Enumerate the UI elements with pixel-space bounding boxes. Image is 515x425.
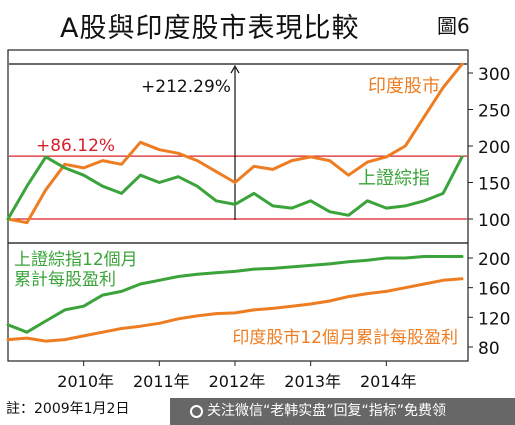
bottom-series-line-1 [6, 277, 464, 343]
change-arrow-head [230, 64, 240, 74]
lines-layer [6, 62, 473, 366]
text-layer: 100 150 200 250 300 80 120 160 200 2010年 2011年 2012… [14, 65, 510, 391]
annotation-india-change: +212.29% [141, 77, 231, 97]
x-tick-label: 2012年 [209, 372, 266, 391]
x-tick-label: 2011年 [133, 372, 190, 391]
wechat-icon [190, 405, 203, 418]
top-y-tick-label: 300 [478, 65, 510, 85]
bottom-y-tick-label: 200 [478, 250, 510, 270]
bottom-panel-frame [7, 242, 469, 362]
bottom-y-tick-label: 160 [478, 280, 510, 300]
legend-label-india: 印度股市 [368, 76, 440, 97]
annotation-shanghai-change: +86.12% [36, 136, 115, 156]
x-tick-label: 2013年 [284, 372, 341, 391]
label-shanghai-eps-line2: 累計每股盈利 [14, 270, 116, 290]
top-y-tick-label: 150 [478, 175, 510, 195]
top-y-tick-label: 100 [478, 211, 510, 231]
label-india-eps: 印度股市12個月累計每股盈利 [232, 328, 458, 348]
label-shanghai-eps-line1: 上證綜指12個月 [14, 250, 138, 270]
bottom-y-tick-label: 80 [478, 339, 500, 359]
watermark-banner: 关注微信“老韩实盘”回复“指标”免费领 [170, 398, 515, 425]
bottom-series-line-0 [6, 255, 464, 334]
top-series-line-0 [6, 62, 464, 225]
x-tick-label: 2010年 [57, 372, 114, 391]
top-y-tick-label: 250 [478, 102, 510, 122]
bottom-y-tick-label: 120 [478, 309, 510, 329]
x-tick-label: 2014年 [360, 372, 417, 391]
legend-label-shanghai: 上證綜指 [358, 168, 430, 189]
top-series-line-1 [6, 155, 464, 221]
watermark-text: 关注微信“老韩实盘”回复“指标”免费领 [207, 403, 447, 419]
footnote: 註：2009年1月2日 [6, 401, 130, 417]
chart-title: A股與印度股市表現比較 [60, 13, 360, 44]
top-y-tick-label: 200 [478, 138, 510, 158]
figure-label: 圖6 [437, 14, 470, 38]
